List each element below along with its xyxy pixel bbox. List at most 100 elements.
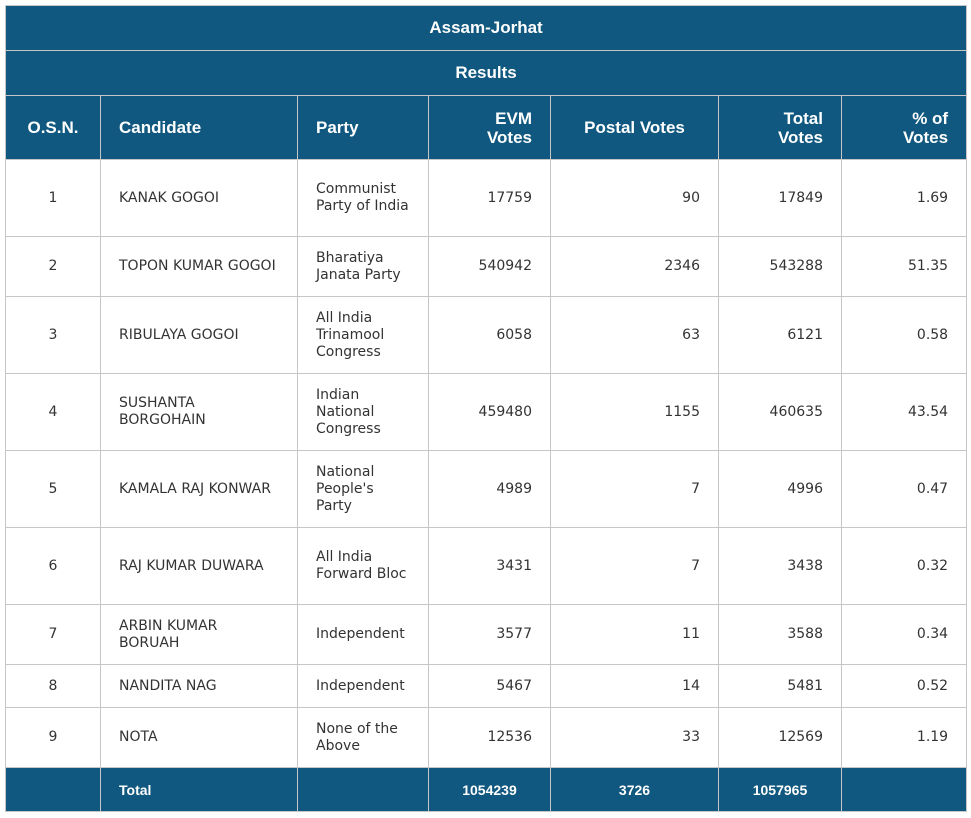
results-subtitle: Results xyxy=(4,50,968,96)
candidate-name: TOPON KUMAR GOGOI xyxy=(119,258,276,274)
header-total-votes: Total Votes xyxy=(718,95,842,160)
table-row: 4 SUSHANTA BORGOHAIN Indian National Con… xyxy=(5,373,968,451)
total-votes-cell: 6121 xyxy=(718,296,842,374)
postal-votes: 33 xyxy=(682,729,700,745)
percent-votes-cell: 0.34 xyxy=(840,604,968,665)
candidate-name: KAMALA RAJ KONWAR xyxy=(119,480,271,497)
party-name: All India Trinamool Congress xyxy=(316,309,385,360)
total-votes: 17849 xyxy=(778,189,823,206)
party-cell: Indian National Congress xyxy=(297,373,429,451)
osn-cell: 8 xyxy=(5,664,101,708)
candidate-cell: KANAK GOGOI xyxy=(100,159,298,237)
table-row: 8 NANDITA NAG Independent 5467 14 5481 0… xyxy=(5,664,968,708)
header-percent-votes: % of Votes xyxy=(840,95,968,160)
totals-party-cell xyxy=(297,767,429,812)
evm-votes: 5467 xyxy=(496,677,532,694)
postal-votes: 63 xyxy=(682,326,700,343)
total-votes-cell: 543288 xyxy=(718,236,842,297)
subtitle-row: Results xyxy=(4,50,968,96)
total-votes-cell: 3438 xyxy=(718,527,842,605)
results-container: Assam-Jorhat Results O.S.N. Candidate Pa… xyxy=(4,5,968,812)
percent-votes: 43.54 xyxy=(907,403,949,420)
header-total-line1: Total xyxy=(783,108,823,128)
header-pct-line1: % of xyxy=(912,108,949,128)
postal-votes: 14 xyxy=(682,677,700,694)
party-cell: Independent xyxy=(297,604,429,665)
table-row: 1 KANAK GOGOI Communist Party of India 1… xyxy=(5,159,968,237)
percent-votes: 0.32 xyxy=(916,557,949,574)
total-votes: 3438 xyxy=(787,557,823,574)
postal-votes-cell: 33 xyxy=(550,707,719,768)
totals-osn-cell xyxy=(5,767,101,812)
evm-votes-cell: 12536 xyxy=(428,707,551,768)
postal-votes-cell: 63 xyxy=(550,296,719,374)
candidate-cell: TOPON KUMAR GOGOI xyxy=(100,236,298,297)
postal-votes-cell: 2346 xyxy=(550,236,719,297)
candidate-cell: RAJ KUMAR DUWARA xyxy=(100,527,298,605)
postal-votes-cell: 7 xyxy=(550,450,719,528)
percent-votes: 0.52 xyxy=(916,677,949,694)
postal-votes: 90 xyxy=(682,189,700,206)
candidate-cell: KAMALA RAJ KONWAR xyxy=(100,450,298,528)
party-name: National People's Party xyxy=(316,463,375,514)
table-row: 6 RAJ KUMAR DUWARA All India Forward Blo… xyxy=(5,527,968,605)
percent-votes-cell: 0.58 xyxy=(840,296,968,374)
total-votes-cell: 5481 xyxy=(718,664,842,708)
candidate-name: NANDITA NAG xyxy=(119,677,217,694)
postal-votes: 2346 xyxy=(664,258,700,274)
candidate-name: RAJ KUMAR DUWARA xyxy=(119,557,264,574)
totals-total-votes: 1057965 xyxy=(718,767,842,812)
totals-label: Total xyxy=(119,781,152,798)
header-party-label: Party xyxy=(316,118,359,137)
candidate-name: ARBIN KUMAR BORUAH xyxy=(119,617,218,651)
party-name: All India Forward Bloc xyxy=(316,549,407,582)
total-votes-cell: 12569 xyxy=(718,707,842,768)
party-name: Independent xyxy=(316,626,405,642)
totals-label-cell: Total xyxy=(100,767,298,812)
party-name: Bharatiya Janata Party xyxy=(316,249,401,283)
party-name: None of the Above xyxy=(316,720,398,754)
party-cell: Bharatiya Janata Party xyxy=(297,236,429,297)
table-row: 7 ARBIN KUMAR BORUAH Independent 3577 11… xyxy=(5,604,968,665)
evm-votes: 4989 xyxy=(496,480,532,497)
percent-votes: 0.34 xyxy=(916,626,949,642)
evm-votes-cell: 540942 xyxy=(428,236,551,297)
evm-votes: 6058 xyxy=(496,326,532,343)
evm-votes: 3431 xyxy=(496,557,532,574)
percent-votes-cell: 1.19 xyxy=(840,707,968,768)
party-name: Communist Party of India xyxy=(316,181,409,214)
candidate-cell: NANDITA NAG xyxy=(100,664,298,708)
percent-votes: 1.19 xyxy=(916,729,949,745)
candidate-cell: ARBIN KUMAR BORUAH xyxy=(100,604,298,665)
total-votes-cell: 3588 xyxy=(718,604,842,665)
evm-votes-cell: 3577 xyxy=(428,604,551,665)
percent-votes-cell: 51.35 xyxy=(840,236,968,297)
column-header-row: O.S.N. Candidate Party EVM Votes Postal … xyxy=(5,95,968,160)
osn-cell: 9 xyxy=(5,707,101,768)
percent-votes: 0.47 xyxy=(916,480,949,497)
total-votes-cell: 4996 xyxy=(718,450,842,528)
candidate-cell: NOTA xyxy=(100,707,298,768)
evm-votes: 17759 xyxy=(487,189,532,206)
candidate-cell: RIBULAYA GOGOI xyxy=(100,296,298,374)
postal-votes: 11 xyxy=(682,626,700,642)
candidate-cell: SUSHANTA BORGOHAIN xyxy=(100,373,298,451)
postal-votes-cell: 1155 xyxy=(550,373,719,451)
osn-cell: 1 xyxy=(5,159,101,237)
party-cell: Communist Party of India xyxy=(297,159,429,237)
header-candidate-label: Candidate xyxy=(119,118,202,137)
percent-votes: 1.69 xyxy=(916,189,949,206)
evm-votes: 3577 xyxy=(496,626,532,642)
total-votes: 12569 xyxy=(778,729,823,745)
totals-percent-cell xyxy=(840,767,968,812)
constituency-title: Assam-Jorhat xyxy=(4,5,968,51)
candidate-name: KANAK GOGOI xyxy=(119,189,220,206)
percent-votes-cell: 1.69 xyxy=(840,159,968,237)
evm-votes-cell: 3431 xyxy=(428,527,551,605)
totals-row: Total 1054239 3726 1057965 xyxy=(5,767,968,812)
evm-votes-cell: 6058 xyxy=(428,296,551,374)
percent-votes-cell: 0.47 xyxy=(840,450,968,528)
percent-votes: 0.58 xyxy=(916,326,949,343)
header-evm-votes: EVM Votes xyxy=(428,95,551,160)
postal-votes: 7 xyxy=(691,557,700,574)
